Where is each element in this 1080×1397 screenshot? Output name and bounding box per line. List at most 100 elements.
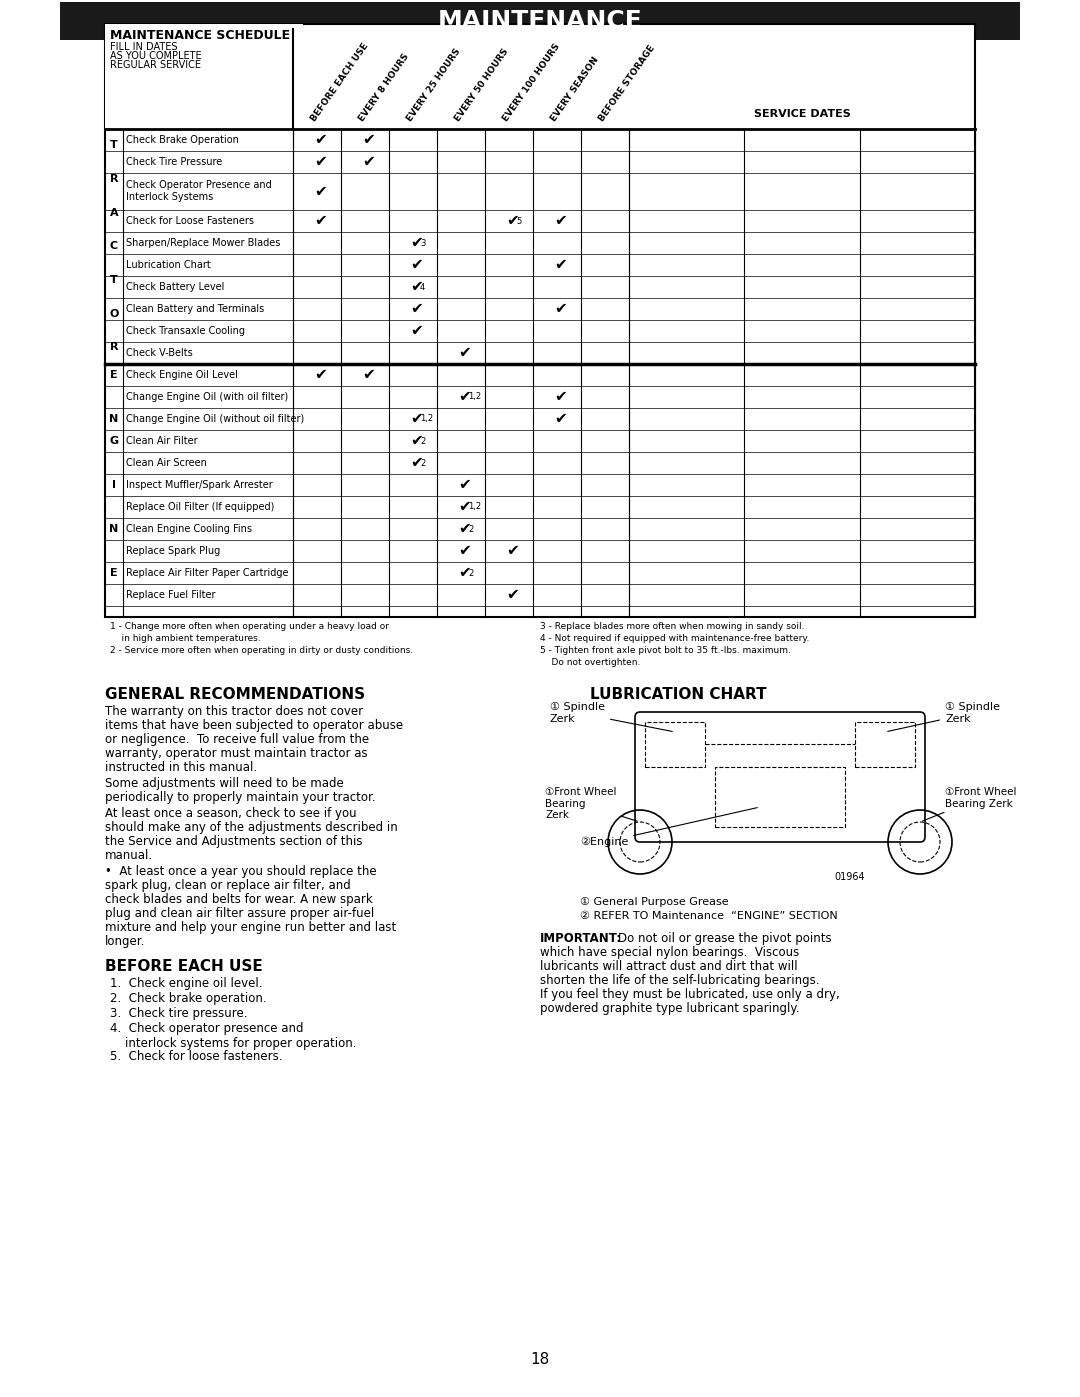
Text: IMPORTANT:: IMPORTANT:	[540, 932, 622, 944]
Text: BEFORE EACH USE: BEFORE EACH USE	[310, 42, 370, 123]
Text: check blades and belts for wear. A new spark: check blades and belts for wear. A new s…	[105, 893, 373, 907]
Text: ✔: ✔	[458, 566, 471, 581]
Text: Replace Fuel Filter: Replace Fuel Filter	[126, 590, 216, 599]
Text: R: R	[110, 342, 118, 352]
Text: 1,2: 1,2	[468, 503, 481, 511]
Text: G: G	[109, 436, 119, 446]
Text: Do not oil or grease the pivot points: Do not oil or grease the pivot points	[618, 932, 832, 944]
Text: Check Transaxle Cooling: Check Transaxle Cooling	[126, 326, 245, 337]
Text: A: A	[110, 208, 119, 218]
Text: EVERY 50 HOURS: EVERY 50 HOURS	[454, 47, 511, 123]
Text: 4 - Not required if equipped with maintenance-free battery.: 4 - Not required if equipped with mainte…	[540, 634, 809, 643]
Bar	[60, 1, 1020, 41]
Text: Change Engine Oil (without oil filter): Change Engine Oil (without oil filter)	[126, 414, 305, 425]
Text: ✔: ✔	[362, 367, 375, 383]
Text: If you feel they must be lubricated, use only a dry,: If you feel they must be lubricated, use…	[540, 988, 840, 1002]
Bar	[645, 722, 705, 767]
Text: ✔: ✔	[554, 390, 567, 405]
Text: ✔: ✔	[410, 433, 422, 448]
Text: Check Operator Presence and
Interlock Systems: Check Operator Presence and Interlock Sy…	[126, 180, 272, 203]
Text: 01964: 01964	[835, 872, 865, 882]
Text: ②Engine: ②Engine	[580, 807, 757, 848]
Text: 2: 2	[420, 436, 426, 446]
Text: T: T	[110, 275, 118, 285]
Text: Clean Air Filter: Clean Air Filter	[126, 436, 198, 446]
Text: T: T	[110, 141, 118, 151]
Text: N: N	[109, 414, 119, 425]
Text: longer.: longer.	[105, 935, 146, 949]
Text: lubricants will attract dust and dirt that will: lubricants will attract dust and dirt th…	[540, 960, 798, 972]
Text: ✔: ✔	[458, 500, 471, 514]
Text: E: E	[110, 370, 118, 380]
Text: 5.  Check for loose fasteners.: 5. Check for loose fasteners.	[110, 1051, 283, 1063]
Text: ✔: ✔	[314, 214, 327, 229]
Text: EVERY 8 HOURS: EVERY 8 HOURS	[357, 53, 411, 123]
Text: Inspect Muffler/Spark Arrester: Inspect Muffler/Spark Arrester	[126, 481, 273, 490]
Text: Check Engine Oil Level: Check Engine Oil Level	[126, 370, 238, 380]
Text: 5 - Tighten front axle pivot bolt to 35 ft.-lbs. maximum.: 5 - Tighten front axle pivot bolt to 35 …	[540, 645, 791, 655]
Text: Some adjustments will need to be made: Some adjustments will need to be made	[105, 777, 343, 789]
Text: Change Engine Oil (with oil filter): Change Engine Oil (with oil filter)	[126, 393, 288, 402]
Text: Check Battery Level: Check Battery Level	[126, 282, 225, 292]
Text: ✔: ✔	[410, 412, 422, 426]
Text: ① General Purpose Grease: ① General Purpose Grease	[580, 897, 729, 907]
Text: ✔: ✔	[362, 133, 375, 147]
Text: FILL IN DATES: FILL IN DATES	[110, 42, 177, 52]
Text: 4: 4	[420, 282, 426, 292]
Text: spark plug, clean or replace air filter, and: spark plug, clean or replace air filter,…	[105, 879, 351, 893]
Text: Sharpen/Replace Mower Blades: Sharpen/Replace Mower Blades	[126, 237, 281, 249]
Text: ✔: ✔	[458, 521, 471, 536]
Text: 18: 18	[530, 1352, 550, 1368]
Text: Check Brake Operation: Check Brake Operation	[126, 134, 239, 145]
Text: Clean Battery and Terminals: Clean Battery and Terminals	[126, 305, 265, 314]
Text: 2: 2	[468, 524, 473, 534]
Text: C: C	[110, 242, 118, 251]
Text: 3 - Replace blades more often when mowing in sandy soil.: 3 - Replace blades more often when mowin…	[540, 622, 805, 631]
Text: 4.  Check operator presence and
    interlock systems for proper operation.: 4. Check operator presence and interlock…	[110, 1023, 356, 1051]
Text: ✔: ✔	[458, 390, 471, 405]
Text: 1,2: 1,2	[420, 415, 433, 423]
Text: manual.: manual.	[105, 849, 153, 862]
Text: powdered graphite type lubricant sparingly.: powdered graphite type lubricant sparing…	[540, 1002, 799, 1016]
Text: 3.  Check tire pressure.: 3. Check tire pressure.	[110, 1007, 247, 1020]
Text: warranty, operator must maintain tractor as: warranty, operator must maintain tractor…	[105, 747, 367, 760]
Text: AS YOU COMPLETE: AS YOU COMPLETE	[110, 50, 202, 60]
Text: 2.  Check brake operation.: 2. Check brake operation.	[110, 992, 267, 1004]
Text: Replace Air Filter Paper Cartridge: Replace Air Filter Paper Cartridge	[126, 569, 288, 578]
Text: At least once a season, check to see if you: At least once a season, check to see if …	[105, 807, 356, 820]
Text: instructed in this manual.: instructed in this manual.	[105, 761, 257, 774]
Text: EVERY SEASON: EVERY SEASON	[550, 56, 600, 123]
Text: The warranty on this tractor does not cover: The warranty on this tractor does not co…	[105, 705, 363, 718]
Text: ✔: ✔	[507, 588, 518, 602]
Text: EVERY 100 HOURS: EVERY 100 HOURS	[501, 42, 563, 123]
Text: shorten the life of the self-lubricating bearings.: shorten the life of the self-lubricating…	[540, 974, 823, 988]
Text: 1 - Change more often when operating under a heavy load or: 1 - Change more often when operating und…	[110, 622, 389, 631]
Text: GENERAL RECOMMENDATIONS: GENERAL RECOMMENDATIONS	[105, 687, 365, 703]
Text: which have special nylon bearings.  Viscous: which have special nylon bearings. Visco…	[540, 946, 799, 958]
Text: ① Spindle
Zerk: ① Spindle Zerk	[888, 703, 1000, 732]
Text: Clean Air Screen: Clean Air Screen	[126, 458, 207, 468]
Text: ✔: ✔	[554, 214, 567, 229]
Text: ✔: ✔	[362, 154, 375, 169]
Text: SERVICE DATES: SERVICE DATES	[754, 109, 850, 119]
Text: ✔: ✔	[410, 455, 422, 471]
Text: 5: 5	[516, 217, 522, 225]
Text: Check Tire Pressure: Check Tire Pressure	[126, 156, 222, 166]
Text: ①Front Wheel
Bearing Zerk: ①Front Wheel Bearing Zerk	[922, 787, 1016, 821]
Text: BEFORE EACH USE: BEFORE EACH USE	[105, 958, 262, 974]
Text: E: E	[110, 569, 118, 578]
Text: ✔: ✔	[410, 324, 422, 338]
Text: ✔: ✔	[410, 302, 422, 317]
Text: MAINTENANCE SCHEDULE: MAINTENANCE SCHEDULE	[110, 28, 291, 42]
Text: Do not overtighten.: Do not overtighten.	[540, 658, 640, 666]
Text: N: N	[109, 524, 119, 534]
Text: MAINTENANCE: MAINTENANCE	[437, 8, 643, 34]
Bar	[105, 24, 303, 129]
Text: 2 - Service more often when operating in dirty or dusty conditions.: 2 - Service more often when operating in…	[110, 645, 414, 655]
Text: or negligence.  To receive full value from the: or negligence. To receive full value fro…	[105, 733, 369, 746]
Text: 2: 2	[468, 569, 473, 577]
Text: REGULAR SERVICE: REGULAR SERVICE	[110, 60, 201, 70]
Text: ✔: ✔	[507, 214, 518, 229]
Text: Replace Spark Plug: Replace Spark Plug	[126, 546, 220, 556]
Text: ✔: ✔	[554, 257, 567, 272]
